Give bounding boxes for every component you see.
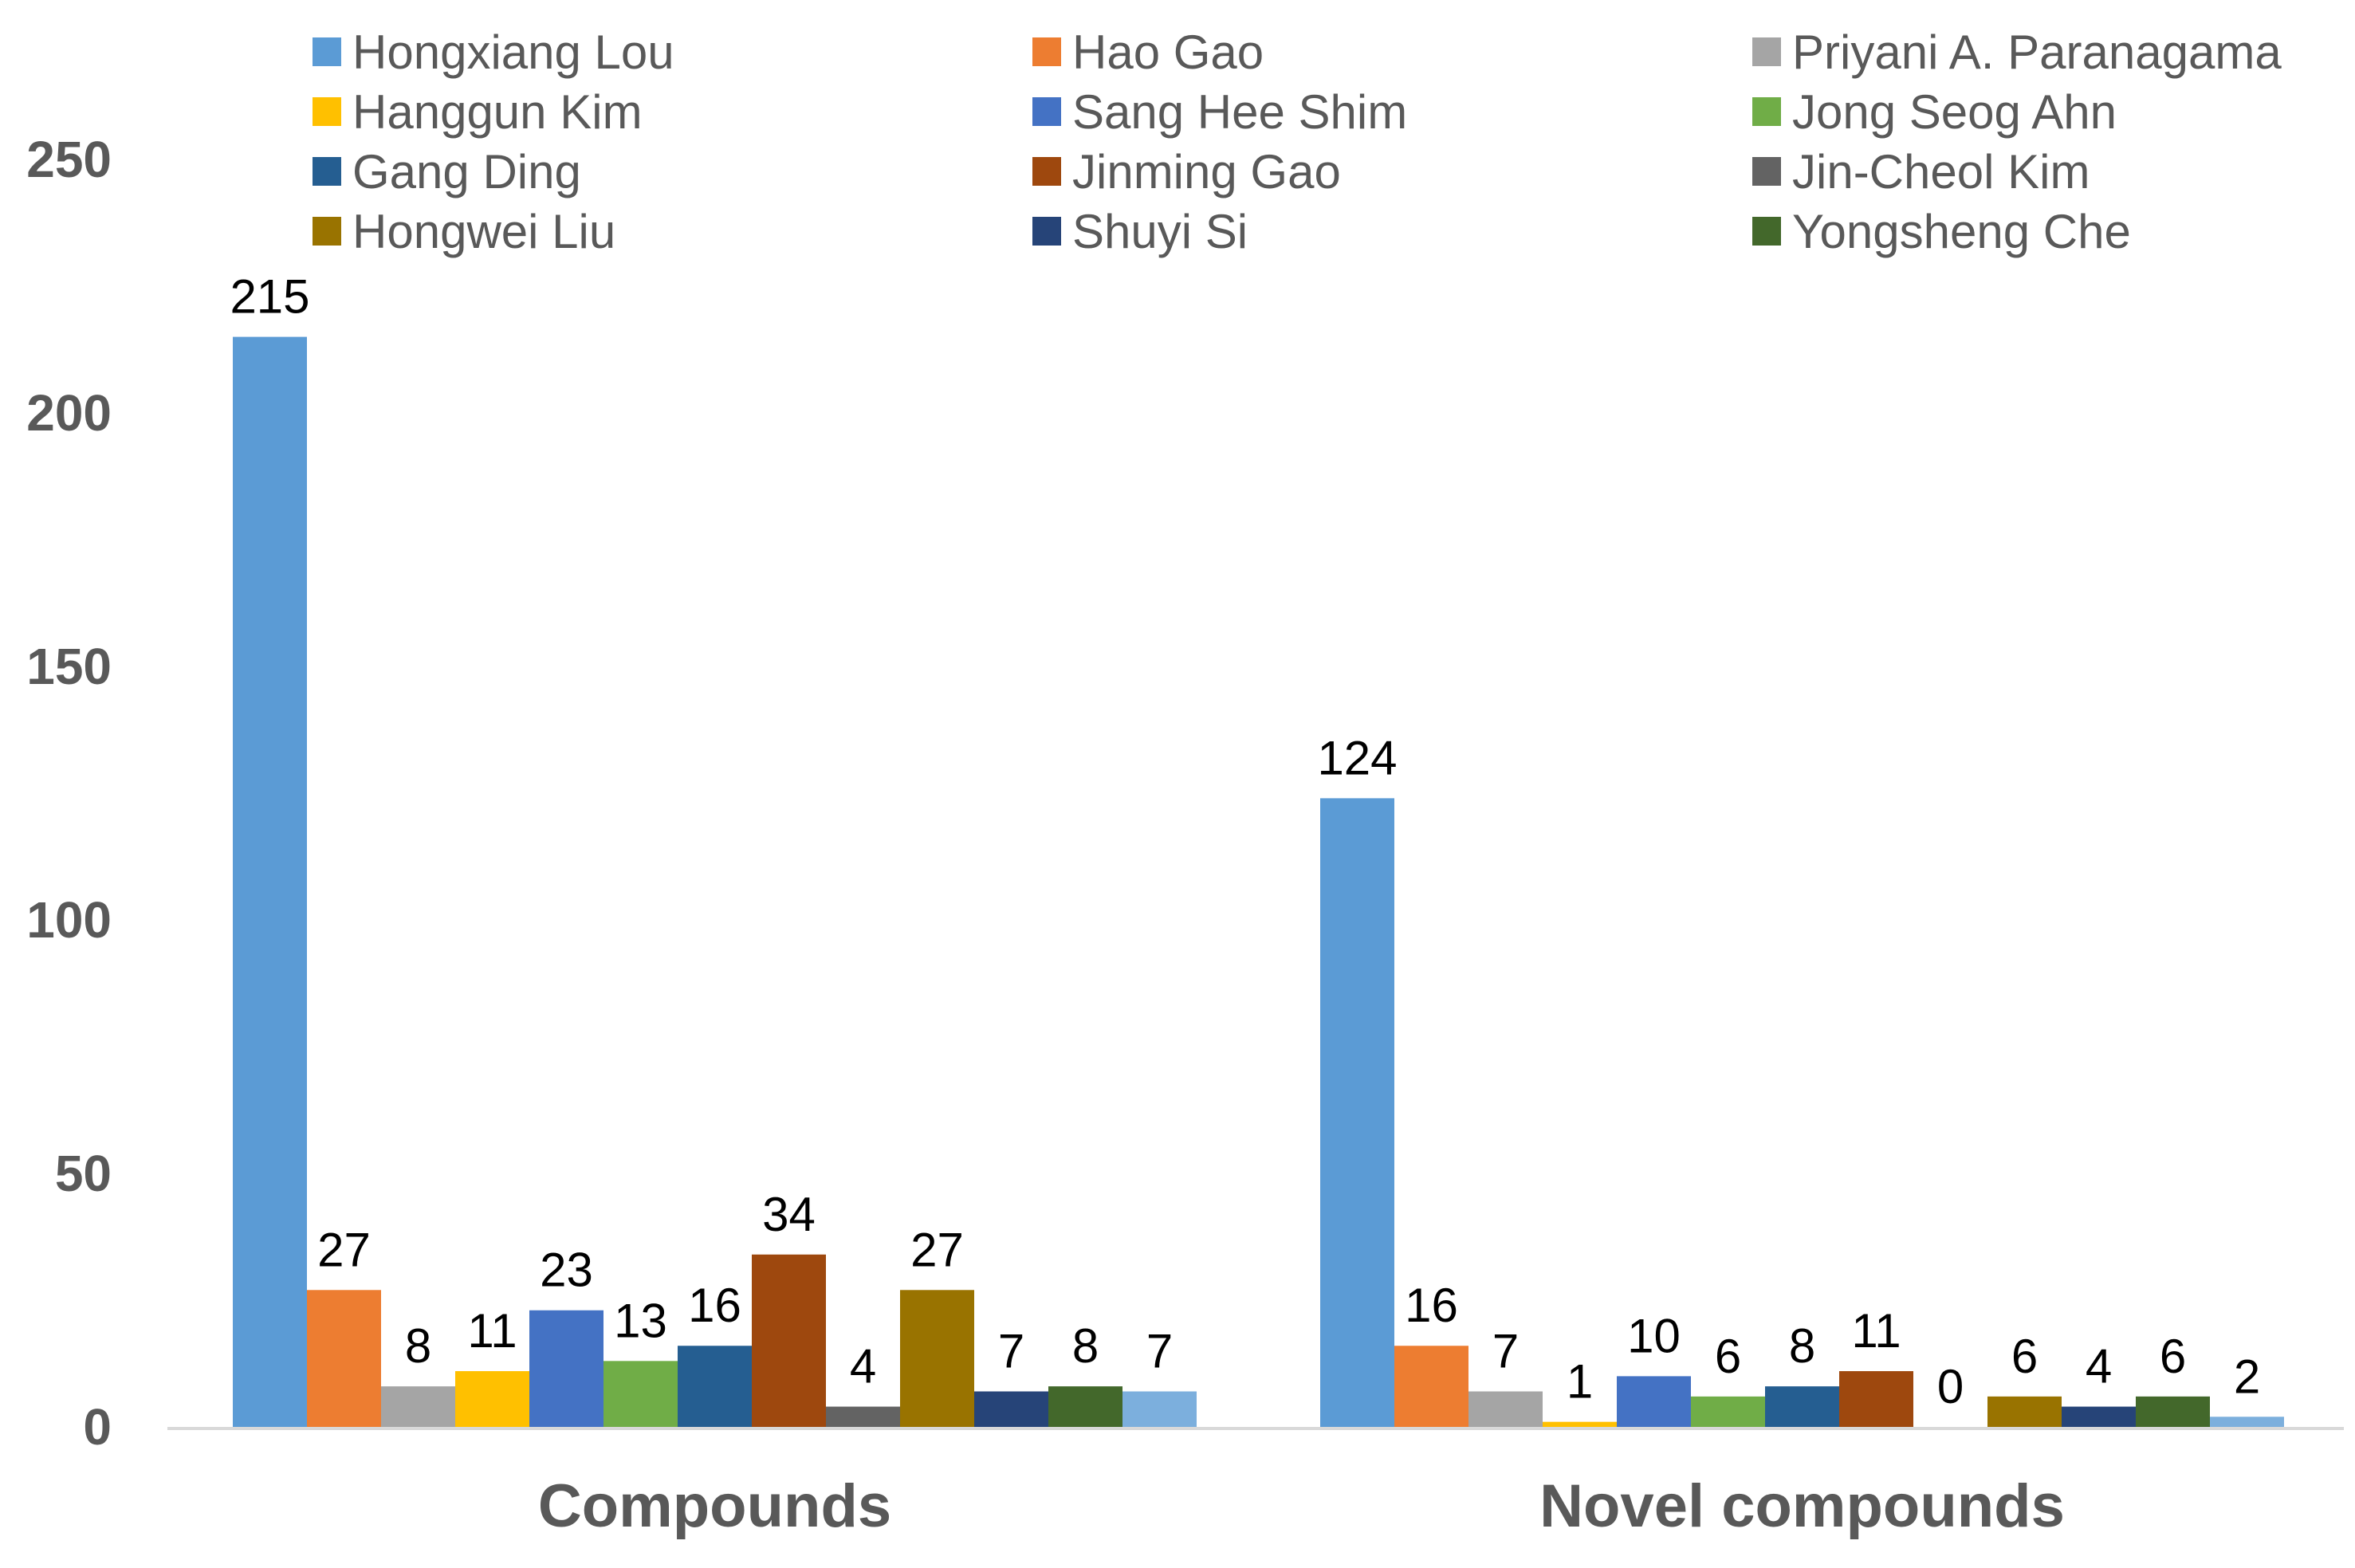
legend-swatch [1032,217,1061,246]
y-tick-label: 150 [26,638,112,695]
data-label: 7 [998,1324,1024,1377]
legend-swatch [313,157,341,186]
legend-swatch [1032,37,1061,66]
legend-label: Hongxiang Lou [352,26,674,79]
y-tick-label: 200 [26,384,112,442]
x-category-label: Novel compounds [1539,1472,2065,1540]
x-axis: Compounds Novel compounds [538,1472,2065,1540]
bar [2136,1396,2210,1427]
y-axis: 0 50 100 150 200 250 [26,131,112,1456]
data-label: 6 [2160,1330,2186,1383]
legend-label: Priyani A. Paranagama [1792,26,2282,79]
bar [603,1361,678,1427]
bar [2062,1406,2136,1427]
legend-swatch [1752,97,1781,126]
bar [2210,1417,2284,1427]
y-tick-label: 250 [26,131,112,188]
legend-swatch [313,217,341,246]
data-label: 27 [910,1223,964,1276]
bar [1122,1391,1197,1427]
data-label: 16 [1405,1279,1458,1332]
data-label: 34 [762,1188,816,1241]
data-label: 4 [2086,1340,2112,1393]
bar [1320,798,1394,1427]
data-label: 8 [1072,1319,1099,1373]
legend-swatch [1032,157,1061,186]
data-label: 215 [230,270,309,324]
legend-label: Gang Ding [352,145,581,198]
legend-swatch [1032,97,1061,126]
data-label: 6 [2011,1330,2038,1383]
bar [1468,1391,1543,1427]
bar [1394,1346,1468,1427]
bars [233,336,2284,1428]
y-tick-label: 0 [83,1398,112,1456]
bar [381,1386,455,1427]
data-label: 16 [688,1279,741,1332]
data-label: 11 [467,1304,517,1358]
legend-label: Jong Seog Ahn [1792,85,2117,139]
data-label: 13 [614,1294,667,1347]
legend-label: Hanggun Kim [352,85,643,139]
data-label: 27 [317,1223,371,1276]
bar [233,336,307,1428]
data-label: 4 [850,1340,876,1393]
legend-swatch [1752,217,1781,246]
bar [826,1406,900,1427]
data-label: 10 [1627,1309,1681,1362]
data-label: 8 [1789,1319,1815,1373]
legend-swatch [1752,157,1781,186]
bar [455,1371,529,1427]
data-label: 124 [1317,731,1397,784]
bar [1543,1421,1617,1427]
legend-label: Jin-Cheol Kim [1792,145,2090,198]
bar [1765,1386,1839,1427]
y-tick-label: 100 [26,891,112,949]
x-category-label: Compounds [538,1472,891,1540]
bar [1617,1376,1691,1427]
bar [678,1346,752,1427]
bar [752,1254,826,1427]
legend-label: Shuyi Si [1072,205,1248,258]
legend-label: Hao Gao [1072,26,1264,79]
data-label: 11 [1851,1304,1901,1358]
legend-label: Yongsheng Che [1792,205,2131,258]
data-label: 0 [1937,1360,1964,1413]
legend-swatch [1752,37,1781,66]
data-label: 6 [1715,1330,1741,1383]
legend-swatch [313,37,341,66]
legend: Hongxiang Lou Hao Gao Priyani A. Paranagam… [313,26,2282,258]
bar [900,1290,974,1427]
bar [529,1310,603,1427]
data-label: 23 [540,1244,593,1297]
legend-label: Sang Hee Shim [1072,85,1407,139]
legend-label: Hongwei Liu [352,205,615,258]
legend-swatch [313,97,341,126]
bar [307,1290,381,1427]
data-label: 1 [1567,1355,1593,1409]
bar [1691,1396,1765,1427]
data-label: 7 [1492,1324,1519,1377]
bar [1048,1386,1122,1427]
legend-label: Jinming Gao [1072,145,1341,198]
data-label: 8 [405,1319,431,1373]
bar [1987,1396,2062,1427]
y-tick-label: 50 [55,1145,112,1202]
data-label: 2 [2234,1350,2260,1403]
bar [974,1391,1048,1427]
bar [1839,1371,1913,1427]
data-label: 7 [1146,1324,1173,1377]
